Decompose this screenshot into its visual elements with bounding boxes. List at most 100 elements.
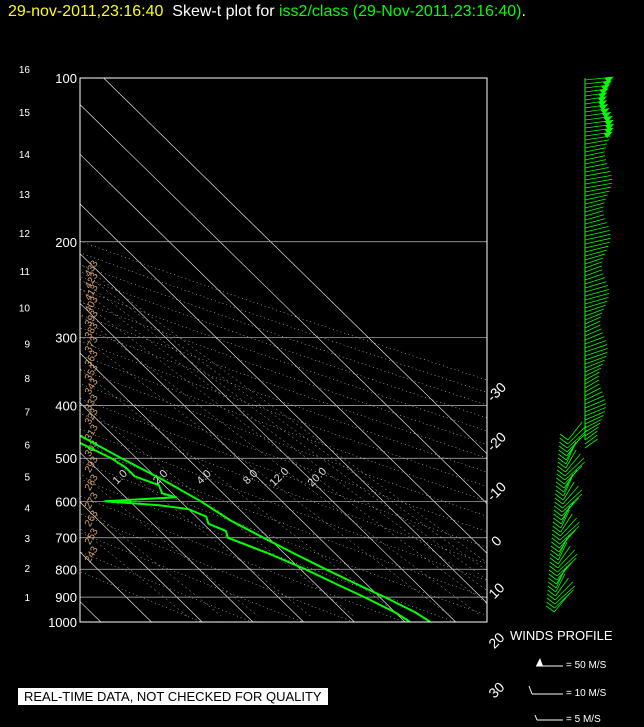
wind-barb <box>553 517 562 525</box>
wind-barb <box>546 597 556 605</box>
wind-legend-5: = 5 M/S <box>566 714 601 725</box>
wind-barb <box>584 399 606 409</box>
height-tick-label: 16 <box>19 65 31 76</box>
wind-barb <box>584 320 601 329</box>
pressure-tick-label: 800 <box>55 562 77 577</box>
wind-legend-10-barb <box>528 685 533 695</box>
wind-barb-flag <box>604 124 614 131</box>
wind-barb <box>584 139 609 145</box>
wind-barb <box>584 332 603 341</box>
wind-barb <box>584 237 611 245</box>
wind-barb <box>557 553 578 573</box>
isotherm-right-label: 20 <box>485 629 507 651</box>
height-tick-label: 2 <box>24 564 30 575</box>
pressure-tick-label: 400 <box>55 399 77 414</box>
wind-barb <box>550 549 559 557</box>
wind-barb <box>584 312 603 321</box>
wind-barb <box>584 300 608 309</box>
wind-barb <box>584 371 600 381</box>
dry-adiabat-line <box>80 513 354 622</box>
wind-barb <box>584 308 604 317</box>
wind-profile <box>545 76 614 613</box>
pressure-tick-label: 200 <box>55 235 77 250</box>
wind-barb <box>584 293 610 301</box>
wind-barb <box>554 501 563 509</box>
wind-barb <box>554 497 564 505</box>
wind-barb <box>584 198 606 205</box>
pressure-tick-label: 300 <box>55 331 77 346</box>
wind-barb <box>548 577 557 585</box>
isotherm-line <box>80 203 487 604</box>
wind-barb <box>549 557 559 565</box>
wind-barb-flag <box>604 128 614 135</box>
dry-adiabat-line <box>80 276 487 419</box>
wind-barb-flag <box>599 88 609 95</box>
wind-barb <box>584 178 613 185</box>
wind-barb <box>558 453 567 461</box>
mixing-ratio-line <box>80 433 311 617</box>
isotherm-line <box>80 501 203 622</box>
wind-barb <box>584 234 611 241</box>
isotherm-right-label: 0 <box>488 532 505 549</box>
wind-barb <box>584 430 598 441</box>
wind-barb <box>557 461 567 469</box>
sounding-lines <box>80 434 431 622</box>
isotherm-right-label: 30 <box>485 679 507 701</box>
wind-barb <box>567 425 587 445</box>
wind-barb-flag <box>597 100 607 107</box>
wind-barb <box>559 521 580 541</box>
wind-barb <box>584 135 611 141</box>
wind-barb <box>584 426 599 437</box>
wind-barb <box>557 545 571 565</box>
wind-barb <box>555 485 565 493</box>
wind-barb <box>558 445 568 453</box>
pressure-tick-label: 900 <box>55 590 77 605</box>
wind-barb <box>584 296 609 305</box>
plot-frame <box>79 77 488 623</box>
mixing-ratio-line <box>80 263 487 563</box>
wind-barb <box>584 210 604 217</box>
isotherm-line <box>80 402 304 622</box>
wind-barb <box>584 407 606 417</box>
wind-barb <box>546 601 555 609</box>
wind-barb <box>556 473 566 481</box>
height-tick-label: 4 <box>24 504 30 515</box>
isotherm-line <box>80 104 487 504</box>
wind-barb <box>584 344 608 353</box>
wind-barb <box>560 513 573 533</box>
mixing-ratio-line <box>80 501 222 617</box>
wind-barb <box>564 461 585 481</box>
sounding-dewpoint-line <box>80 441 411 622</box>
dry-adiabat-line <box>80 314 487 459</box>
wind-barb <box>555 489 564 497</box>
wind-barb <box>557 465 566 473</box>
wind-barb <box>584 387 601 397</box>
wind-barb <box>584 359 605 369</box>
wind-barb <box>564 457 585 477</box>
wind-barb <box>584 76 614 81</box>
wind-barb <box>552 521 562 529</box>
wind-barb <box>553 513 562 521</box>
height-tick-label: 6 <box>24 441 30 452</box>
wind-barb <box>584 411 606 421</box>
wind-barb <box>556 477 565 485</box>
wind-barb <box>584 194 608 201</box>
wind-barb <box>584 151 606 157</box>
wind-barb <box>548 573 558 581</box>
mixing-ratio-line <box>80 335 451 617</box>
wind-barb <box>584 222 607 229</box>
wind-barb <box>584 403 607 413</box>
dry-adiabat-line <box>80 571 202 622</box>
skewt-grid <box>80 78 487 622</box>
wind-barb <box>584 155 606 161</box>
wind-barb <box>558 449 567 457</box>
height-tick-label: 9 <box>24 339 30 350</box>
wind-barb <box>559 441 568 449</box>
height-tick-label: 12 <box>19 229 31 240</box>
wind-barb <box>562 489 583 509</box>
wind-barb <box>559 433 569 441</box>
wind-barb <box>584 289 609 297</box>
height-tick-label: 13 <box>19 190 31 201</box>
pressure-tick-label: 600 <box>55 494 77 509</box>
